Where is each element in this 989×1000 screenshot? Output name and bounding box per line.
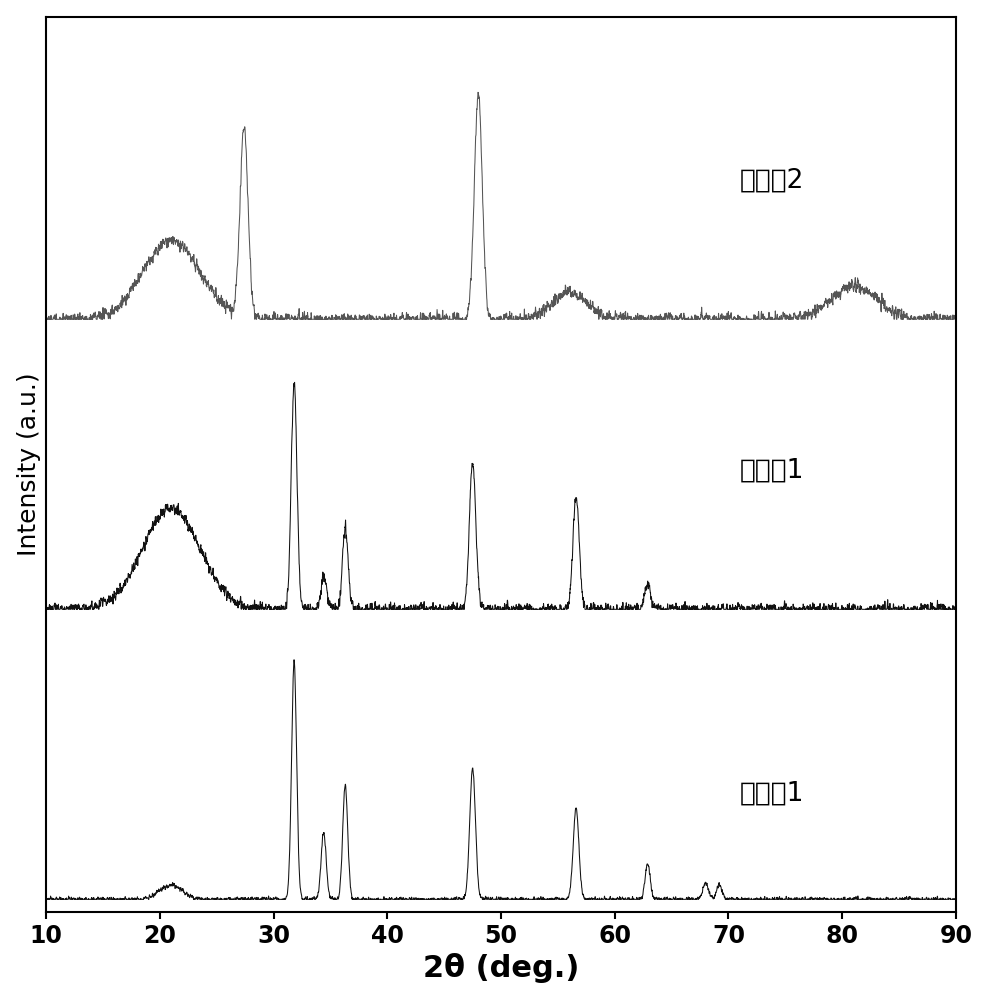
Text: 对比例1: 对比例1: [740, 780, 804, 806]
Text: 对比例2: 对比例2: [740, 168, 804, 194]
Y-axis label: Intensity (a.u.): Intensity (a.u.): [17, 373, 41, 556]
X-axis label: 2θ (deg.): 2θ (deg.): [423, 953, 580, 983]
Text: 实施例1: 实施例1: [740, 458, 804, 484]
